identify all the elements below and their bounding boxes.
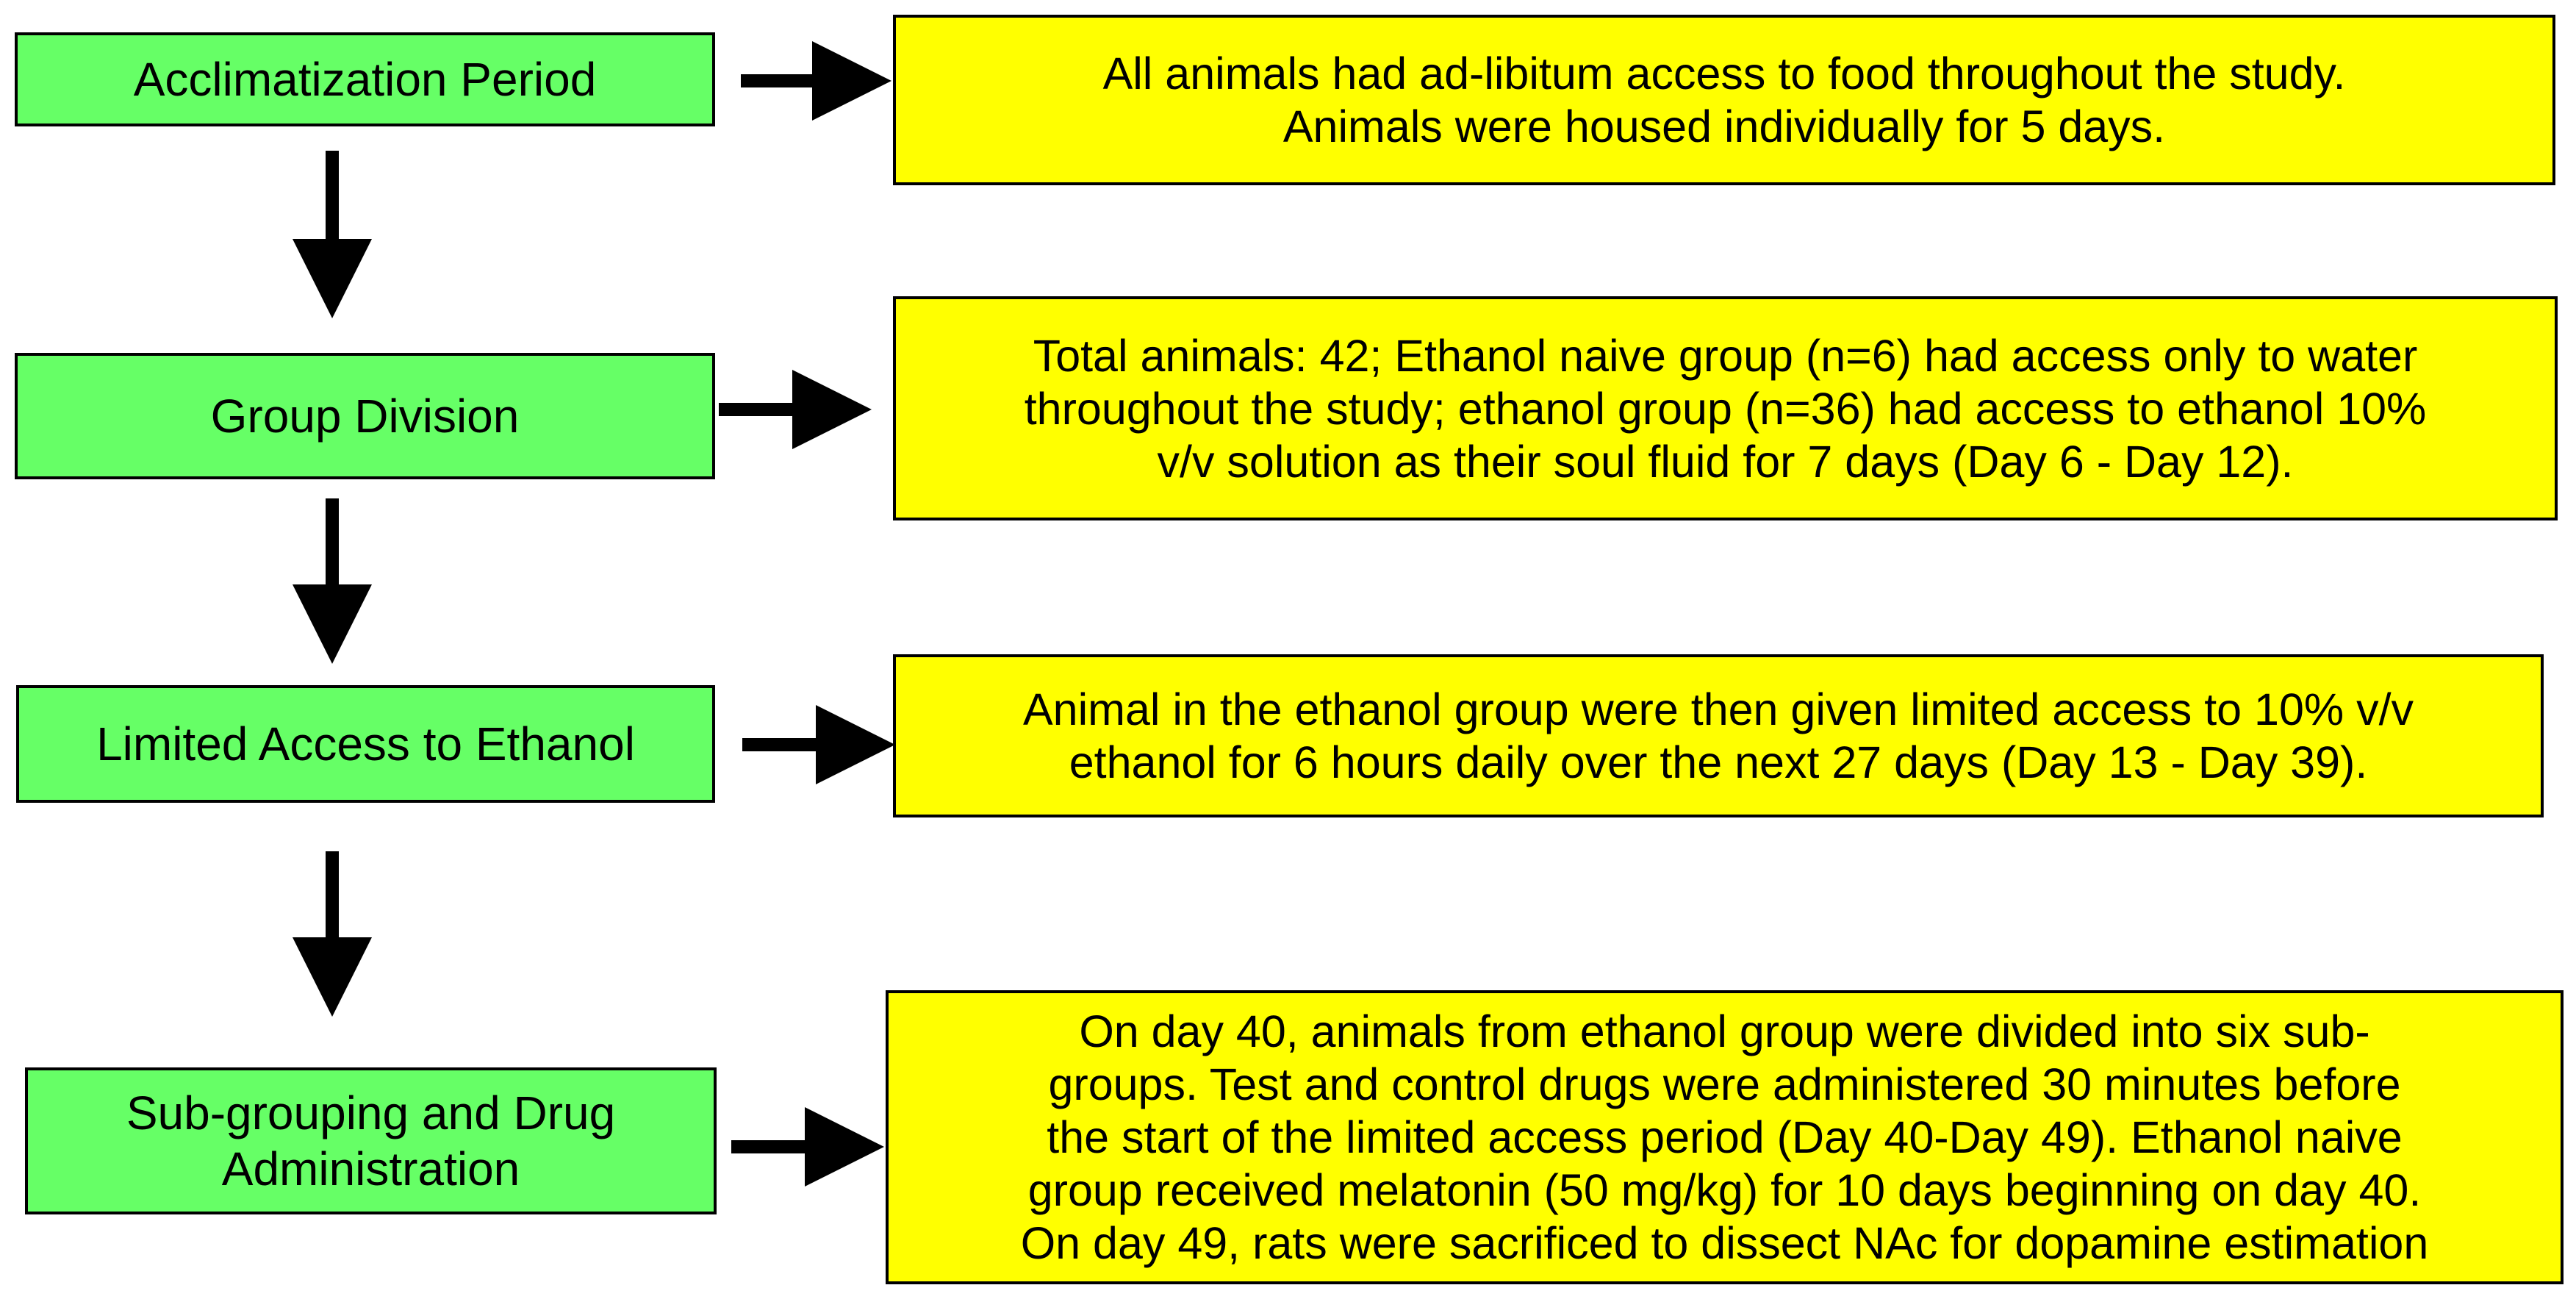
step-label: Group Division xyxy=(210,390,520,443)
step-group-division: Group Division xyxy=(15,353,715,479)
note-text: On day 40, animals from ethanol group we… xyxy=(1020,1006,2429,1268)
step-label: Limited Access to Ethanol xyxy=(96,718,635,770)
step-label: Acclimatization Period xyxy=(133,53,597,106)
step-label: Sub-grouping and Drug Administration xyxy=(126,1087,616,1195)
horizontal-arrows xyxy=(719,41,895,1187)
note-text: Animal in the ethanol group were then gi… xyxy=(1022,684,2414,787)
note-acclimatization-period: All animals had ad-libitum access to foo… xyxy=(893,15,2555,185)
note-limited-access-to-ethanol: Animal in the ethanol group were then gi… xyxy=(893,654,2544,817)
step-acclimatization-period: Acclimatization Period xyxy=(15,32,715,126)
step-sub-grouping-and-drug-administration: Sub-grouping and Drug Administration xyxy=(25,1067,717,1214)
note-text: All animals had ad-libitum access to foo… xyxy=(1102,49,2346,151)
note-text: Total animals: 42; Ethanol naive group (… xyxy=(1024,330,2427,487)
note-sub-grouping-and-drug-administration: On day 40, animals from ethanol group we… xyxy=(886,990,2564,1284)
step-limited-access-to-ethanol: Limited Access to Ethanol xyxy=(16,685,715,803)
note-group-division: Total animals: 42; Ethanol naive group (… xyxy=(893,296,2558,520)
